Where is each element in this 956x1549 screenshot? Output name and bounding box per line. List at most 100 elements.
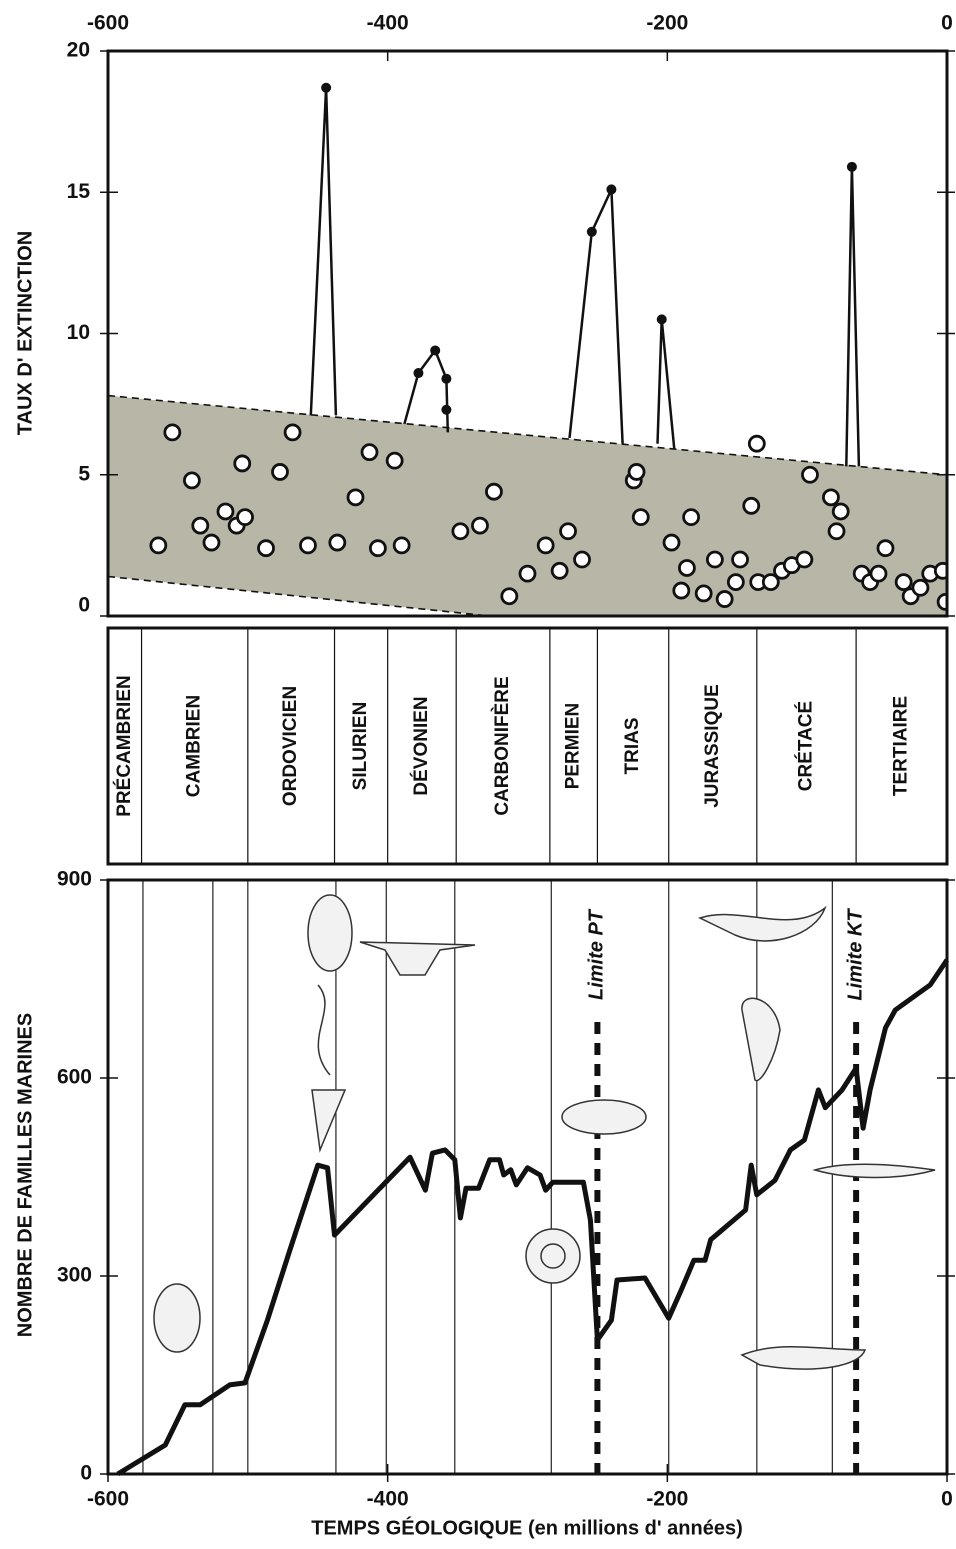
period-label: CAMBRIEN	[184, 695, 205, 797]
extinction-point	[696, 586, 711, 601]
extinction-point	[664, 535, 679, 550]
extinction-point	[300, 538, 315, 553]
y-tick-label: 10	[67, 321, 90, 344]
extinction-point	[204, 535, 219, 550]
extinction-point	[561, 524, 576, 539]
extinction-point	[272, 464, 287, 479]
extinction-point	[829, 524, 844, 539]
boundary-label: Limite KT	[844, 908, 866, 1001]
extinction-point	[896, 575, 911, 590]
extinction-point	[394, 538, 409, 553]
extinction-point	[552, 563, 567, 578]
y-tick-label: 300	[57, 1264, 92, 1287]
figure: -600-400-200005101520TAUX D' EXTINCTIONP…	[0, 0, 956, 1544]
period-label: TRIAS	[622, 718, 643, 775]
x-axis-title: TEMPS GÉOLOGIQUE (en millions d' années)	[311, 1516, 742, 1539]
x-tick-label: -200	[646, 1488, 688, 1511]
extinction-point	[728, 575, 743, 590]
extinction-point	[472, 518, 487, 533]
extinction-point	[362, 445, 377, 460]
conodont	[312, 1090, 345, 1150]
x-tick-label: -400	[367, 12, 409, 35]
period-label: JURASSIQUE	[702, 684, 723, 808]
extinction-peak-line	[311, 88, 859, 467]
fossil	[360, 942, 475, 975]
extinction-point	[744, 498, 759, 513]
bivalve	[742, 998, 780, 1080]
extinction-peak-point	[657, 314, 667, 324]
y-tick-label: 900	[57, 868, 92, 891]
extinction-point	[520, 566, 535, 581]
extinction-point	[453, 524, 468, 539]
trilobite	[154, 1284, 200, 1352]
y-tick-label: 0	[78, 594, 90, 617]
y-tick-label: 5	[78, 462, 90, 485]
x-tick-label: -600	[87, 12, 129, 35]
extinction-point	[833, 504, 848, 519]
whale	[815, 1164, 935, 1177]
fossil-illustrations	[154, 895, 935, 1369]
x-tick-label: -400	[367, 1488, 409, 1511]
period-label: DÉVONIEN	[410, 696, 432, 795]
extinction-point	[707, 552, 722, 567]
extinction-point	[684, 510, 699, 525]
extinction-point	[184, 473, 199, 488]
extinction-peak-point	[441, 405, 451, 415]
extinction-point	[823, 490, 838, 505]
families-line	[118, 960, 947, 1474]
extinction-point	[733, 552, 748, 567]
trilobite	[308, 895, 352, 971]
extinction-point	[749, 436, 764, 451]
y-tick-label: 15	[67, 180, 91, 203]
period-label: PRÉCAMBRIEN	[113, 675, 135, 816]
extinction-point	[165, 425, 180, 440]
extinction-peak-point	[441, 374, 451, 384]
extinction-point	[629, 464, 644, 479]
extinction-point	[679, 560, 694, 575]
extinction-point	[797, 552, 812, 567]
x-tick-label: 0	[941, 12, 953, 35]
extinction-point	[674, 583, 689, 598]
extinction-point	[538, 538, 553, 553]
extinction-point	[285, 425, 300, 440]
period-label: PERMIEN	[563, 703, 584, 790]
extinction-peak-point	[321, 83, 331, 93]
extinction-point	[633, 510, 648, 525]
period-label: ORDOVICIEN	[280, 686, 301, 806]
extinction-point	[575, 552, 590, 567]
y-axis-title: TAUX D' EXTINCTION	[14, 231, 36, 435]
extinction-point	[387, 453, 402, 468]
y-tick-label: 0	[80, 1462, 92, 1485]
extinction-point	[871, 566, 886, 581]
plot-area	[108, 83, 953, 616]
x-tick-label: -600	[87, 1488, 129, 1511]
mosasaur	[742, 1347, 865, 1369]
extinction-point	[878, 541, 893, 556]
extinction-point	[913, 580, 928, 595]
x-tick-label: -200	[646, 12, 688, 35]
period-label: TERTIAIRE	[891, 696, 912, 796]
y-axis-title: NOMBRE DE FAMILLES MARINES	[14, 1013, 36, 1337]
extinction-point	[259, 541, 274, 556]
extinction-point	[330, 535, 345, 550]
ichthyosaur	[700, 908, 825, 941]
extinction-peak-point	[587, 227, 597, 237]
extinction-point	[151, 538, 166, 553]
graptolite	[318, 985, 330, 1075]
extinction-peak-point	[430, 345, 440, 355]
background-band	[108, 396, 947, 616]
extinction-point	[193, 518, 208, 533]
extinction-peak-point	[606, 184, 616, 194]
extinction-point	[486, 484, 501, 499]
extinction-point	[717, 592, 732, 607]
extinction-point	[238, 510, 253, 525]
extinction-point	[370, 541, 385, 556]
extinction-peak-point	[413, 368, 423, 378]
period-label: CARBONIFÈRE	[491, 676, 513, 815]
extinction-point	[502, 589, 517, 604]
period-label: SILURIEN	[350, 702, 371, 791]
extinction-point	[218, 504, 233, 519]
x-tick-label: 0	[941, 1488, 953, 1511]
ammonite	[526, 1229, 580, 1283]
y-tick-label: 600	[57, 1066, 92, 1089]
